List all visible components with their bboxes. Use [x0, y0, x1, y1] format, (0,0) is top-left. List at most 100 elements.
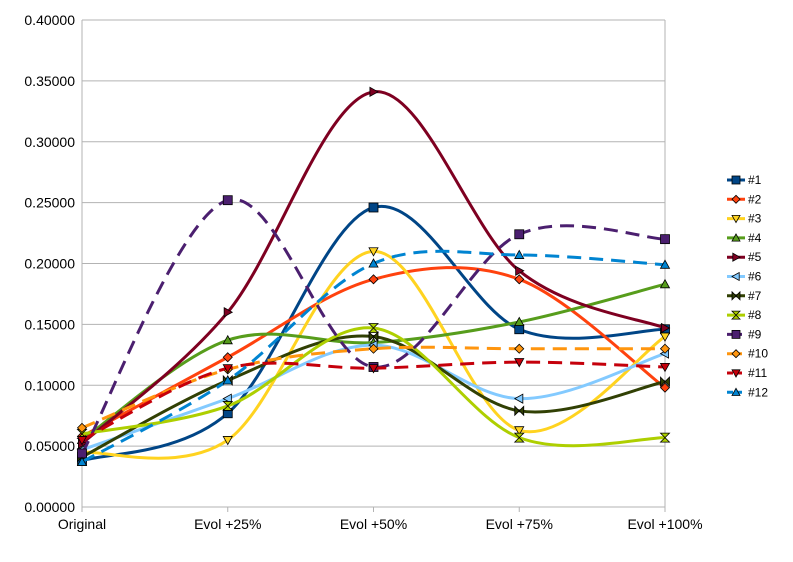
- legend-label: #4: [748, 231, 762, 245]
- legend-label: #8: [748, 308, 762, 322]
- data-point: [513, 393, 524, 404]
- data-point: [514, 426, 525, 436]
- data-point: [660, 376, 670, 388]
- legend-marker: [731, 290, 741, 301]
- data-point: [368, 343, 379, 354]
- data-point: [514, 405, 525, 417]
- data-point: [369, 86, 379, 98]
- legend-marker: [732, 252, 741, 262]
- data-point: [661, 322, 671, 334]
- legend-item: #10: [727, 347, 768, 361]
- data-point: [659, 432, 671, 443]
- data-point: [222, 195, 233, 206]
- series-line: [81, 343, 666, 452]
- data-point: [514, 229, 525, 240]
- data-point: [514, 249, 525, 259]
- legend-label: #2: [748, 192, 762, 206]
- legend-label: #6: [748, 270, 762, 284]
- legend-marker: [731, 271, 740, 282]
- data-point: [513, 432, 525, 443]
- data-point: [222, 375, 233, 385]
- data-point: [515, 265, 525, 276]
- data-point: [659, 278, 671, 289]
- series-11: [76, 358, 671, 446]
- data-point: [222, 393, 232, 404]
- x-tick-label: Evol +50%: [340, 516, 407, 532]
- data-point: [222, 401, 234, 411]
- legend-marker: [731, 194, 741, 204]
- legend-label: #3: [748, 212, 762, 226]
- data-point: [76, 422, 88, 433]
- x-axis-labels: Original Evol +25% Evol +50% Evol +75% Evol …: [58, 507, 703, 532]
- data-point: [368, 202, 379, 213]
- legend-marker: [731, 349, 741, 359]
- legend-item: #6: [727, 270, 762, 284]
- y-axis-labels: 0.00000 0.05000 0.10000 0.15000 0.20000 0.250…: [24, 12, 75, 515]
- legend-label: #5: [748, 250, 762, 264]
- series-line: [80, 198, 666, 455]
- legend-item: #8: [727, 308, 762, 322]
- legend-marker: [731, 387, 741, 396]
- y-tick-label: 0.40000: [24, 12, 75, 28]
- legend-item: #11: [727, 366, 767, 380]
- y-tick-label: 0.05000: [24, 438, 75, 454]
- legend-label: #12: [748, 385, 768, 399]
- legend-item: #3: [727, 212, 762, 226]
- series-line: [81, 334, 666, 459]
- data-point: [514, 316, 525, 326]
- legend-label: #7: [748, 289, 762, 303]
- series-5: [78, 86, 671, 449]
- data-point: [222, 364, 233, 374]
- legend-label: #10: [748, 347, 768, 361]
- legend-item: #5: [727, 250, 762, 264]
- data-point: [368, 323, 379, 333]
- legend-label: #1: [748, 173, 762, 187]
- series-2: [76, 266, 671, 442]
- data-point: [659, 332, 671, 342]
- legend-label: #11: [748, 366, 767, 380]
- series-6: [76, 339, 669, 455]
- x-tick-label: Evol +100%: [627, 516, 702, 532]
- legend-item: #9: [727, 327, 762, 341]
- legend-item: #12: [727, 385, 768, 399]
- data-point: [222, 334, 233, 345]
- data-point: [368, 258, 379, 268]
- y-tick-label: 0.30000: [24, 134, 75, 150]
- data-point: [76, 456, 88, 466]
- series-line: [81, 204, 666, 463]
- data-point: [514, 358, 525, 368]
- legend-marker: [731, 329, 741, 339]
- x-tick-label: Evol +75%: [486, 516, 553, 532]
- y-tick-label: 0.25000: [24, 195, 75, 211]
- data-point: [659, 362, 671, 373]
- legend-marker: [731, 310, 741, 320]
- y-tick-label: 0.20000: [24, 256, 75, 272]
- series-12: [76, 249, 671, 466]
- data-point: [223, 307, 234, 318]
- legend-item: #1: [727, 173, 762, 187]
- legend-marker: [731, 175, 741, 185]
- series-1: [77, 202, 670, 466]
- x-tick-label: Original: [58, 516, 106, 532]
- data-point: [660, 234, 670, 245]
- data-point: [368, 247, 379, 257]
- data-point: [77, 448, 87, 459]
- legend-item: #7: [727, 289, 762, 303]
- data-point: [514, 343, 525, 354]
- legend-marker: [731, 233, 741, 242]
- data-point: [222, 352, 233, 363]
- legend-marker: [731, 214, 741, 224]
- data-point: [659, 382, 671, 393]
- data-point: [514, 324, 525, 335]
- legend: #1 #2 #3 #4 #5 #6 #7 #8 #9 #10 #11 #12: [727, 173, 768, 399]
- legend-item: #2: [727, 192, 762, 206]
- data-point: [659, 259, 671, 269]
- y-tick-label: 0.10000: [24, 377, 75, 393]
- data-point: [514, 274, 525, 285]
- y-tick-label: 0.00000: [24, 499, 75, 515]
- y-tick-label: 0.35000: [24, 73, 75, 89]
- legend-marker: [731, 369, 741, 378]
- series-group: [76, 86, 671, 466]
